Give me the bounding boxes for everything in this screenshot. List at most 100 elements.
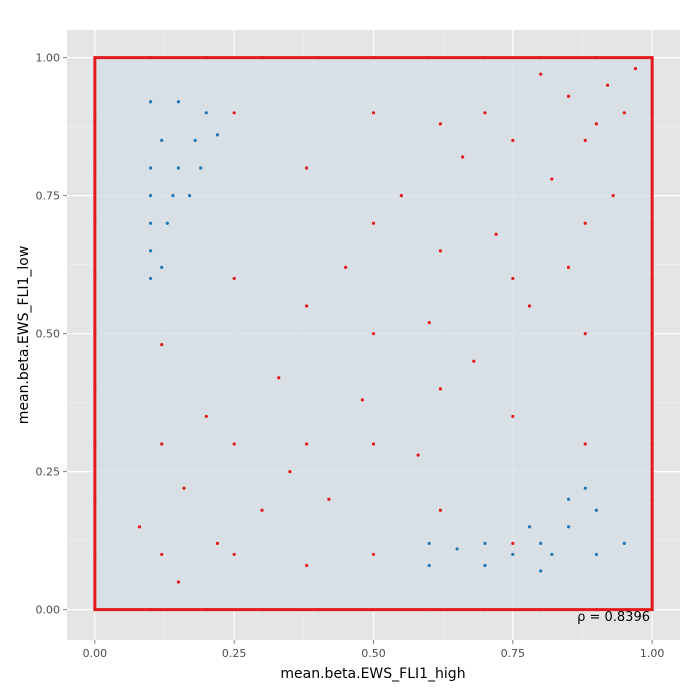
data-point: [605, 83, 610, 87]
data-point: [583, 221, 587, 225]
data-point: [344, 265, 348, 269]
data-point: [594, 122, 599, 126]
data-point: [511, 541, 515, 545]
y-tick-label: 0.50: [36, 328, 61, 341]
data-point: [611, 194, 615, 198]
data-point: [93, 332, 97, 336]
data-point: [511, 414, 515, 419]
data-point: [327, 497, 331, 501]
data-point: [483, 56, 487, 60]
data-point: [260, 608, 264, 612]
data-point: [160, 552, 164, 557]
data-point: [566, 265, 571, 269]
data-point: [160, 138, 164, 143]
data-point: [137, 525, 142, 529]
data-point: [188, 194, 192, 198]
data-point: [539, 541, 543, 545]
data-point: [232, 111, 236, 115]
x-tick-label: 0.00: [83, 647, 108, 660]
data-point: [427, 56, 431, 60]
data-point: [438, 508, 442, 512]
data-point: [427, 320, 431, 325]
data-point: [148, 56, 153, 60]
data-point: [566, 94, 571, 98]
data-point: [427, 563, 431, 568]
data-point: [427, 541, 431, 545]
data-point: [204, 414, 208, 419]
data-point: [650, 608, 654, 612]
data-point: [93, 221, 97, 225]
data-point: [215, 133, 220, 137]
y-tick-label: 0.75: [36, 190, 61, 203]
data-point: [650, 387, 654, 391]
data-point: [148, 608, 153, 612]
data-point: [204, 111, 208, 115]
data-point: [566, 497, 571, 501]
data-point: [371, 608, 376, 612]
data-point: [171, 194, 175, 198]
data-point: [633, 67, 638, 71]
y-axis-title: mean.beta.EWS_FLI1_low: [16, 246, 32, 425]
data-point: [371, 111, 376, 115]
data-point: [165, 221, 169, 225]
data-point: [416, 453, 420, 457]
y-axis-ticks: 0.00 0.25 0.50 0.75 1.00: [36, 52, 67, 617]
data-point: [260, 508, 264, 512]
data-point: [399, 194, 403, 198]
data-point: [93, 497, 97, 501]
data-point: [650, 497, 654, 501]
data-point: [483, 541, 487, 545]
data-point: [494, 232, 498, 236]
data-point: [93, 552, 97, 557]
data-point: [511, 552, 515, 557]
data-point: [160, 265, 164, 269]
data-point: [650, 332, 654, 336]
data-point: [360, 398, 364, 402]
data-point: [622, 541, 626, 545]
data-point: [483, 608, 487, 612]
data-point: [148, 221, 153, 225]
data-point: [176, 580, 181, 584]
data-point: [148, 276, 153, 281]
data-points: [93, 56, 654, 612]
data-point: [305, 563, 309, 568]
rho-annotation: ρ = 0.8396: [577, 610, 650, 625]
data-point: [461, 155, 465, 159]
data-point: [550, 552, 554, 557]
data-point: [371, 332, 376, 336]
x-tick-label: 0.50: [361, 647, 386, 660]
data-point: [193, 138, 197, 143]
data-point: [182, 486, 186, 490]
data-point: [527, 304, 532, 308]
y-tick-label: 1.00: [36, 52, 61, 65]
data-point: [650, 166, 654, 170]
data-point: [539, 569, 543, 573]
x-axis-title: mean.beta.EWS_FLI1_high: [280, 666, 465, 682]
data-point: [204, 56, 208, 60]
data-point: [650, 442, 654, 446]
data-point: [316, 56, 320, 60]
data-point: [583, 332, 587, 336]
data-point: [427, 608, 431, 612]
data-point: [371, 221, 376, 225]
data-point: [160, 343, 164, 347]
data-point: [160, 442, 164, 446]
data-point: [455, 547, 459, 551]
data-point: [148, 100, 153, 104]
data-point: [93, 442, 97, 446]
data-point: [583, 138, 587, 143]
data-point: [594, 56, 599, 60]
data-point: [93, 56, 97, 60]
data-point: [232, 276, 236, 281]
data-point: [594, 552, 599, 557]
data-point: [650, 552, 654, 557]
data-point: [483, 111, 487, 115]
data-point: [371, 552, 376, 557]
data-point: [93, 276, 97, 281]
data-point: [371, 56, 376, 60]
x-tick-label: 0.25: [222, 647, 247, 660]
data-point: [472, 359, 476, 363]
data-point: [539, 608, 543, 612]
data-point: [232, 442, 236, 446]
data-point: [277, 376, 281, 380]
